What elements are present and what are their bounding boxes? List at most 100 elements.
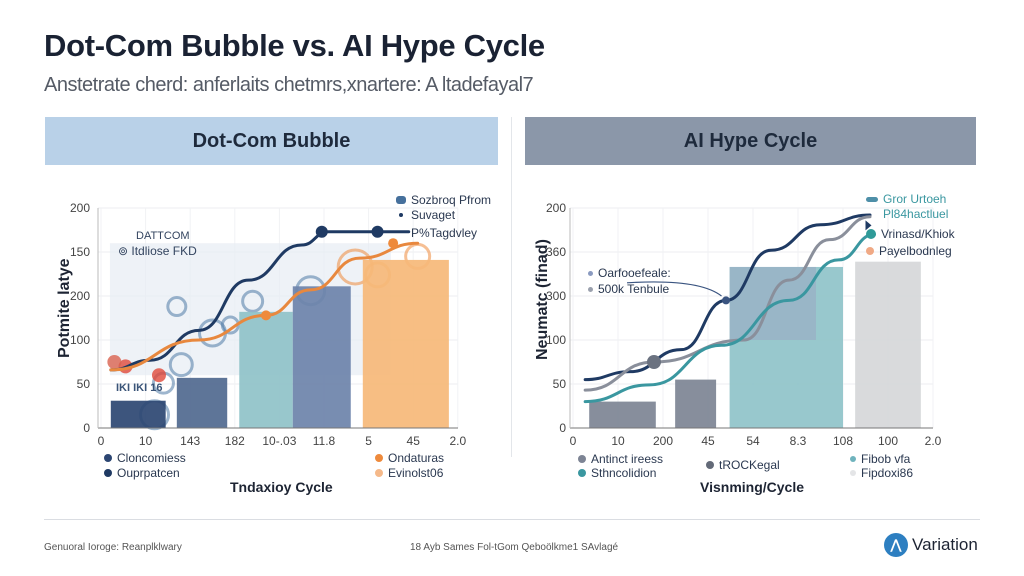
right-y-axis-title: Neumatc (finad) [534, 239, 551, 360]
footer-divider [44, 519, 980, 520]
chart0-bubble-dot [107, 355, 122, 369]
left-x-axis-title: Tndaxioy Cycle [230, 479, 333, 495]
legend-label: Ondaturas [388, 451, 445, 465]
page-title: Dot-Com Bubble vs. AI Hype Cycle [44, 28, 545, 63]
left-annotation-2: ⊚ Itdliose FKD [118, 244, 197, 258]
chart1-bar [675, 379, 717, 428]
chart1-x-tick-label: 100 [878, 434, 898, 448]
chart0-bar [110, 400, 166, 428]
left-legend-top-2: Suvaget [396, 208, 455, 222]
logo-text: Variation [912, 535, 978, 554]
chart1-x-tick-label: 0 [570, 434, 577, 448]
legend-swatch [866, 247, 874, 255]
chart0-bar [292, 286, 351, 428]
right-annotation-2: 500k Tenbule [588, 282, 669, 296]
legend-label: Pl84hactluel [883, 207, 949, 221]
legend-label: Ouprpatcen [117, 466, 180, 480]
page-subtitle: Anstetrate cherd: anferlaits chetmrs,xna… [44, 74, 534, 96]
legend-swatch [866, 196, 878, 202]
chart1-y-tick-label: 100 [546, 333, 566, 347]
chart1-series-marker [722, 296, 730, 305]
chart1-x-tick-label: 10 [611, 434, 625, 448]
legend-swatch [850, 456, 856, 462]
chart0-y-tick-label: 200 [70, 289, 90, 303]
chart0-x-tick-label: 2.0 [449, 434, 466, 448]
annotation-bullet [588, 286, 593, 292]
chart0-bar [176, 377, 228, 428]
chart1-y-tick-label: 0 [559, 421, 566, 435]
chart0-bar [239, 311, 293, 428]
chart0-bubble-dot [151, 368, 166, 383]
chart1-x-tick-label: 108 [833, 434, 853, 448]
chart0-y-tick-label: 0 [83, 421, 90, 435]
chart1-x-tick-label: 2.0 [925, 434, 942, 448]
legend-label: Payelbodnleg [879, 244, 952, 258]
chart1-bar [855, 261, 921, 428]
chart1-x-tick-label: 54 [746, 434, 760, 448]
right-legend-bottom-2: Sthncolidion [578, 466, 656, 480]
chart1-arrowhead-icon [865, 220, 872, 231]
chart1-series-line [583, 232, 876, 404]
legend-label: Fibob vfa [861, 452, 911, 466]
legend-swatch [578, 455, 586, 463]
chart0-series-line [109, 241, 420, 372]
legend-label: Sthncolidion [591, 466, 657, 480]
chart0-x-tick-label: 10 [139, 434, 153, 448]
legend-label: Suvaget [411, 208, 456, 222]
legend-swatch [850, 470, 856, 476]
chart0-x-tick-label: 143 [180, 434, 200, 448]
left-legend-top-3: P%Tagdvley [396, 226, 477, 240]
left-annotation-1: DATTCOM [136, 230, 190, 242]
panel-title-ai: AI Hype Cycle [525, 117, 976, 165]
logo-icon: ⋀ [884, 533, 908, 557]
chart0-bar [362, 259, 449, 428]
left-y-axis-title: Potmite latye [56, 258, 73, 358]
legend-label: Antinct ireess [591, 452, 664, 466]
annotation-bullet [588, 270, 593, 276]
legend-swatch [399, 213, 403, 217]
right-legend-bottom-1: Antinct ireess [578, 452, 663, 466]
legend-swatch [375, 469, 383, 477]
right-legend-top-4: Payelbodnleg [866, 244, 952, 258]
legend-label: Sozbroq Pfrom [411, 193, 492, 207]
right-legend-top-2: Pl84hactluel [866, 207, 948, 221]
legend-label: Cloncomiess [117, 451, 186, 465]
chart1-y-tick-label: 50 [553, 377, 567, 391]
annotation-text: 500k Tenbule [598, 282, 670, 296]
chart0-series-marker [388, 238, 399, 249]
legend-swatch [104, 469, 112, 477]
chart1-bar [589, 401, 656, 428]
footer-note: 18 Ayb Sames Fol-tGom Qeboölkme1 SAvlagé [410, 542, 619, 553]
chart0-y-tick-label: 150 [70, 245, 90, 259]
left-legend-bottom-4: Evinolst06 [375, 466, 443, 480]
annotation-text: Oarfooefeale: [598, 266, 671, 280]
legend-label: P%Tagdvley [411, 226, 478, 240]
legend-label: tROCKegal [719, 458, 780, 472]
chart0-series-line [109, 230, 411, 372]
legend-swatch [578, 469, 586, 477]
legend-label: Gror Urtoeh [883, 192, 947, 206]
right-annotation-1: Oarfooefeale: [588, 266, 671, 280]
chart1-series-line [583, 215, 872, 392]
panel-divider [511, 117, 512, 457]
chart1-series-marker [647, 355, 661, 369]
left-legend-bottom-2: Ouprpatcen [104, 466, 180, 480]
legend-label: Fipdoxi86 [861, 466, 914, 480]
chart0-x-tick-label: 45 [407, 434, 421, 448]
legend-swatch [396, 196, 406, 204]
chart0-x-tick-label: 5 [365, 434, 372, 448]
chart1-y-tick-label: 360 [546, 245, 566, 259]
chart1-y-tick-label: 300 [546, 289, 566, 303]
chart1-x-tick-label: 45 [701, 434, 715, 448]
right-legend-bottom-4: Fibob vfa [850, 452, 910, 466]
left-legend-bottom-1: Cloncomiess [104, 451, 186, 465]
chart0-bubble-icon [241, 289, 265, 313]
chart0-series-marker [315, 225, 328, 238]
legend-swatch [375, 454, 383, 462]
chart1-annotation-arrow [626, 281, 722, 297]
left-bar-label: IKI IKI 16 [116, 382, 163, 394]
legend-label: Vrinasd/Khiok [881, 227, 955, 241]
chart0-y-tick-label: 100 [70, 333, 90, 347]
right-legend-top-3: Vrinasd/Khiok [866, 227, 955, 241]
chart0-x-tick-label: 182 [225, 434, 245, 448]
